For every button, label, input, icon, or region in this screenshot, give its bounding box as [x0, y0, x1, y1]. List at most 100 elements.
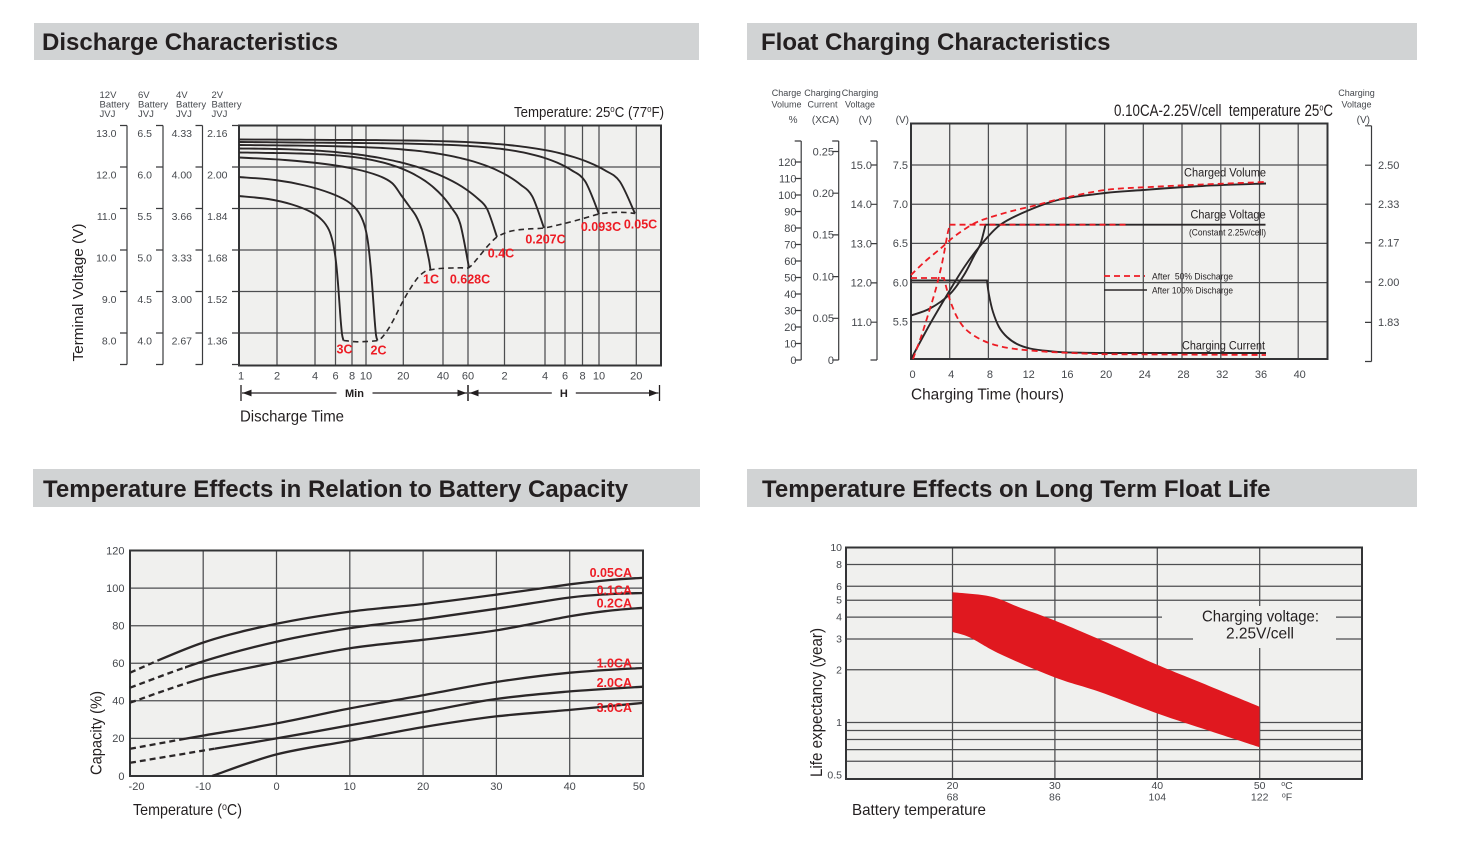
- svg-text:4: 4: [948, 369, 954, 381]
- svg-text:36: 36: [1255, 369, 1267, 381]
- svg-text:0.20: 0.20: [813, 188, 834, 200]
- svg-text:24: 24: [1139, 369, 1151, 381]
- svg-text:10: 10: [344, 781, 356, 793]
- svg-text:6.5: 6.5: [137, 128, 152, 140]
- svg-text:3.33: 3.33: [172, 253, 193, 265]
- svg-text:Temperature (oC): Temperature (oC): [133, 802, 242, 819]
- svg-text:4: 4: [312, 371, 318, 383]
- svg-text:Temperature Effects on Long Te: Temperature Effects on Long Term Float L…: [762, 476, 1271, 503]
- svg-text:11.0: 11.0: [97, 211, 117, 223]
- svg-text:3C: 3C: [337, 343, 353, 357]
- svg-text:30: 30: [1049, 780, 1061, 792]
- svg-text:Volume: Volume: [771, 100, 801, 110]
- svg-text:Discharge Time: Discharge Time: [240, 409, 344, 426]
- svg-text:20: 20: [784, 322, 796, 334]
- svg-text:(V): (V): [1357, 115, 1370, 126]
- svg-text:40: 40: [1151, 780, 1163, 792]
- svg-text:86: 86: [1049, 792, 1061, 804]
- svg-text:Charge: Charge: [772, 88, 802, 98]
- svg-text:122: 122: [1251, 792, 1269, 804]
- svg-text:JVJ: JVJ: [176, 109, 192, 120]
- svg-text:120: 120: [778, 157, 796, 169]
- svg-text:10: 10: [830, 542, 842, 554]
- svg-text:11.0: 11.0: [851, 317, 872, 329]
- svg-text:3: 3: [836, 634, 842, 646]
- svg-text:2.00: 2.00: [1378, 277, 1399, 289]
- svg-text:2: 2: [836, 664, 842, 676]
- svg-text:6: 6: [332, 371, 338, 383]
- svg-text:4: 4: [542, 371, 548, 383]
- svg-text:After 50% Discharge: After 50% Discharge: [1152, 272, 1233, 283]
- svg-text:0.5: 0.5: [827, 770, 842, 782]
- svg-text:0.093C: 0.093C: [581, 220, 621, 234]
- svg-text:0.10CA-2.25V/cell temperature: 0.10CA-2.25V/cell temperature 25oC: [1114, 102, 1333, 120]
- svg-text:13.0: 13.0: [96, 128, 117, 140]
- svg-text:Charging Time (hours): Charging Time (hours): [911, 387, 1064, 404]
- svg-text:7.0: 7.0: [893, 199, 908, 211]
- svg-text:0: 0: [909, 369, 915, 381]
- svg-text:90: 90: [784, 206, 796, 218]
- svg-text:Charging: Charging: [1338, 88, 1375, 98]
- svg-text:Life expectancy (year): Life expectancy (year): [807, 628, 826, 777]
- svg-text:Charging voltage:: Charging voltage:: [1202, 609, 1319, 626]
- svg-text:0: 0: [828, 355, 834, 367]
- svg-text:(V): (V): [859, 115, 872, 126]
- svg-text:10: 10: [593, 371, 605, 383]
- svg-text:Battery: Battery: [176, 100, 206, 111]
- svg-text:14.0: 14.0: [851, 199, 872, 211]
- svg-text:2.00: 2.00: [207, 170, 228, 182]
- svg-text:0.4C: 0.4C: [488, 247, 514, 261]
- svg-text:0.05: 0.05: [813, 313, 834, 325]
- svg-text:Temperature Effects in Relatio: Temperature Effects in Relation to Batte…: [43, 476, 629, 503]
- svg-text:0: 0: [790, 355, 796, 367]
- svg-text:60: 60: [784, 256, 796, 268]
- svg-text:oF: oF: [1282, 792, 1292, 804]
- svg-text:0.628C: 0.628C: [450, 273, 490, 287]
- svg-text:40: 40: [437, 371, 449, 383]
- svg-text:15.0: 15.0: [851, 160, 872, 172]
- svg-text:Battery: Battery: [100, 100, 130, 111]
- svg-text:8: 8: [836, 559, 842, 571]
- svg-text:4V: 4V: [176, 90, 188, 101]
- svg-text:6.0: 6.0: [137, 170, 152, 182]
- svg-text:Charging: Charging: [842, 88, 879, 98]
- svg-text:1.68: 1.68: [207, 253, 228, 265]
- svg-text:5.5: 5.5: [893, 317, 908, 329]
- svg-text:Min: Min: [345, 388, 364, 400]
- svg-text:12: 12: [1023, 369, 1035, 381]
- svg-text:1: 1: [238, 371, 244, 383]
- svg-text:1.83: 1.83: [1378, 317, 1399, 329]
- svg-text:6: 6: [562, 371, 568, 383]
- svg-text:20: 20: [947, 780, 959, 792]
- svg-text:110: 110: [779, 173, 797, 185]
- svg-text:4.33: 4.33: [172, 128, 193, 140]
- svg-text:40: 40: [784, 289, 796, 301]
- svg-text:13.0: 13.0: [851, 238, 872, 250]
- svg-text:12V: 12V: [100, 90, 118, 101]
- svg-text:Voltage: Voltage: [1341, 100, 1371, 110]
- svg-text:6V: 6V: [138, 90, 150, 101]
- svg-text:Terminal Voltage (V): Terminal Voltage (V): [71, 224, 87, 362]
- svg-text:12.0: 12.0: [851, 278, 872, 290]
- svg-text:120: 120: [106, 545, 124, 557]
- svg-text:2.25V/cell: 2.25V/cell: [1226, 626, 1294, 643]
- svg-text:(V): (V): [896, 115, 909, 126]
- svg-text:(Constant 2.25v/cell): (Constant 2.25v/cell): [1189, 228, 1266, 239]
- svg-text:3.66: 3.66: [172, 211, 193, 223]
- svg-text:9.0: 9.0: [102, 294, 117, 306]
- svg-text:1.52: 1.52: [207, 294, 228, 306]
- svg-text:10: 10: [360, 371, 372, 383]
- svg-text:JVJ: JVJ: [138, 109, 154, 120]
- svg-text:Charging: Charging: [804, 88, 841, 98]
- svg-text:2.0CA: 2.0CA: [597, 676, 632, 690]
- svg-text:5.5: 5.5: [137, 211, 152, 223]
- svg-text:Charge Voltage: Charge Voltage: [1191, 209, 1266, 221]
- svg-text:60: 60: [112, 658, 124, 670]
- svg-text:4.0: 4.0: [137, 336, 152, 348]
- svg-text:4.5: 4.5: [137, 294, 152, 306]
- svg-text:40: 40: [112, 696, 124, 708]
- svg-text:3.0CA: 3.0CA: [597, 701, 632, 715]
- svg-text:After 100% Discharge: After 100% Discharge: [1152, 286, 1233, 297]
- svg-text:50: 50: [784, 272, 796, 284]
- svg-text:oC: oC: [1281, 780, 1293, 792]
